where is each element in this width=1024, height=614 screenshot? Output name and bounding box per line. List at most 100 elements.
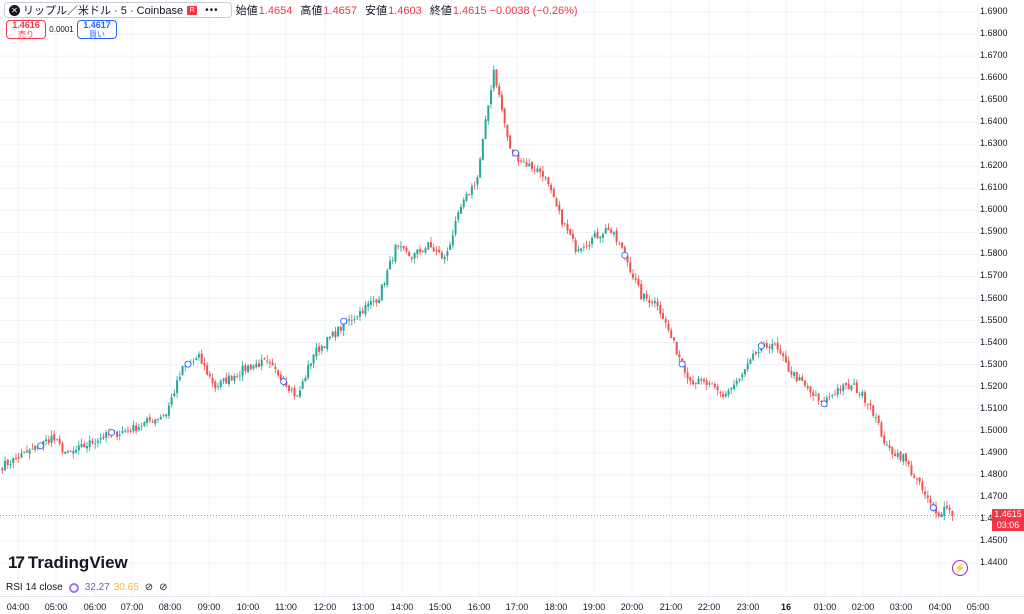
event-marker[interactable] — [757, 342, 765, 350]
candle-body — [451, 235, 454, 246]
candle-body — [888, 445, 891, 449]
candle-body — [312, 354, 315, 364]
candle-body — [126, 430, 129, 432]
candle-body — [733, 384, 736, 390]
candle-body — [858, 394, 861, 396]
symbol-box[interactable]: ✕ リップル／米ドル · 5 · Coinbase R ••• — [4, 2, 232, 18]
time-tick-label: 16:00 — [468, 602, 491, 612]
event-marker[interactable] — [340, 317, 348, 325]
event-marker[interactable] — [280, 378, 288, 386]
candle — [72, 446, 75, 459]
candle — [653, 297, 656, 308]
candle-body — [683, 365, 686, 373]
candle — [460, 203, 463, 214]
candle-body — [416, 249, 419, 255]
sell-button[interactable]: 1.4616 売り — [6, 20, 46, 39]
lightning-icon[interactable]: ⚡ — [952, 560, 968, 576]
time-axis[interactable]: 04:00 05:00 06:00 07:00 08:00 09:00 10:00 11:00… — [7, 602, 990, 612]
candle-body — [479, 158, 482, 178]
price-tick-label: 1.5600 — [980, 292, 1008, 303]
event-marker[interactable] — [108, 428, 116, 436]
candle-body — [937, 512, 940, 516]
event-marker[interactable] — [37, 442, 45, 450]
candle — [948, 504, 951, 515]
hidden-icon-2[interactable]: ⊘ — [159, 582, 168, 593]
candle-body — [779, 349, 782, 354]
candle — [801, 373, 804, 382]
candle — [446, 247, 449, 261]
event-marker[interactable] — [621, 251, 629, 259]
candle-body — [386, 270, 389, 286]
candle-body — [339, 326, 342, 331]
candle-body — [700, 379, 703, 381]
candle — [522, 157, 525, 163]
candle — [241, 361, 244, 382]
candle-body — [743, 369, 746, 375]
candle-body — [34, 445, 37, 450]
candle — [752, 349, 755, 362]
candle — [454, 216, 457, 237]
rsi-ma-value: 30.65 — [113, 582, 139, 593]
candle-body — [72, 450, 75, 454]
candle — [741, 371, 744, 382]
candle — [612, 231, 615, 237]
candle-body — [631, 273, 634, 278]
indicator-icon[interactable] — [68, 582, 79, 593]
candle-body — [222, 378, 225, 381]
time-tick-label: 23:00 — [737, 602, 760, 612]
candle-body — [369, 301, 372, 305]
candle — [154, 418, 157, 427]
event-marker[interactable] — [820, 400, 828, 408]
more-icon[interactable]: ••• — [205, 4, 219, 16]
candle-body — [623, 247, 626, 256]
logo-text: TradingView — [27, 553, 128, 572]
candle — [238, 370, 241, 382]
candle-body — [547, 177, 550, 185]
candle — [637, 275, 640, 288]
candle-body — [233, 375, 236, 381]
hidden-icon[interactable]: ⊘ — [144, 582, 154, 593]
candle — [28, 448, 31, 460]
buy-button[interactable]: 1.4617 買い — [77, 20, 117, 39]
candle — [793, 371, 796, 379]
candle-body — [225, 377, 228, 384]
candle — [137, 424, 140, 432]
candle-body — [85, 446, 88, 449]
candle-body — [539, 168, 542, 173]
candle — [479, 156, 482, 178]
candle — [844, 381, 847, 390]
candle — [151, 419, 154, 424]
candle — [550, 182, 553, 194]
candle — [675, 341, 678, 356]
candle — [405, 246, 408, 254]
candle — [874, 413, 877, 423]
candle — [896, 449, 899, 460]
sell-price: 1.4616 — [12, 20, 40, 30]
candle-body — [776, 342, 779, 350]
candle-body — [408, 252, 411, 256]
candle — [66, 449, 69, 454]
candle-body — [915, 478, 918, 480]
event-marker[interactable] — [184, 360, 192, 368]
candle-body — [389, 260, 392, 270]
event-marker[interactable] — [929, 504, 937, 512]
candle-body — [940, 514, 943, 518]
candle-body — [135, 425, 138, 432]
event-marker[interactable] — [512, 149, 520, 157]
tradingview-logo[interactable]: 17 TradingView — [8, 553, 128, 573]
candle-body — [555, 198, 558, 207]
candle-body — [899, 451, 902, 461]
high-label: 高値 — [300, 5, 323, 17]
candle-body — [236, 375, 239, 377]
candle-body — [484, 119, 487, 139]
candle — [779, 344, 782, 355]
event-marker[interactable] — [678, 360, 686, 368]
candle-body — [601, 234, 604, 238]
event-markers — [37, 149, 937, 512]
candle — [402, 245, 405, 251]
candle — [326, 336, 329, 352]
candle — [23, 451, 26, 454]
candle-body — [438, 249, 441, 253]
candle — [596, 227, 599, 240]
